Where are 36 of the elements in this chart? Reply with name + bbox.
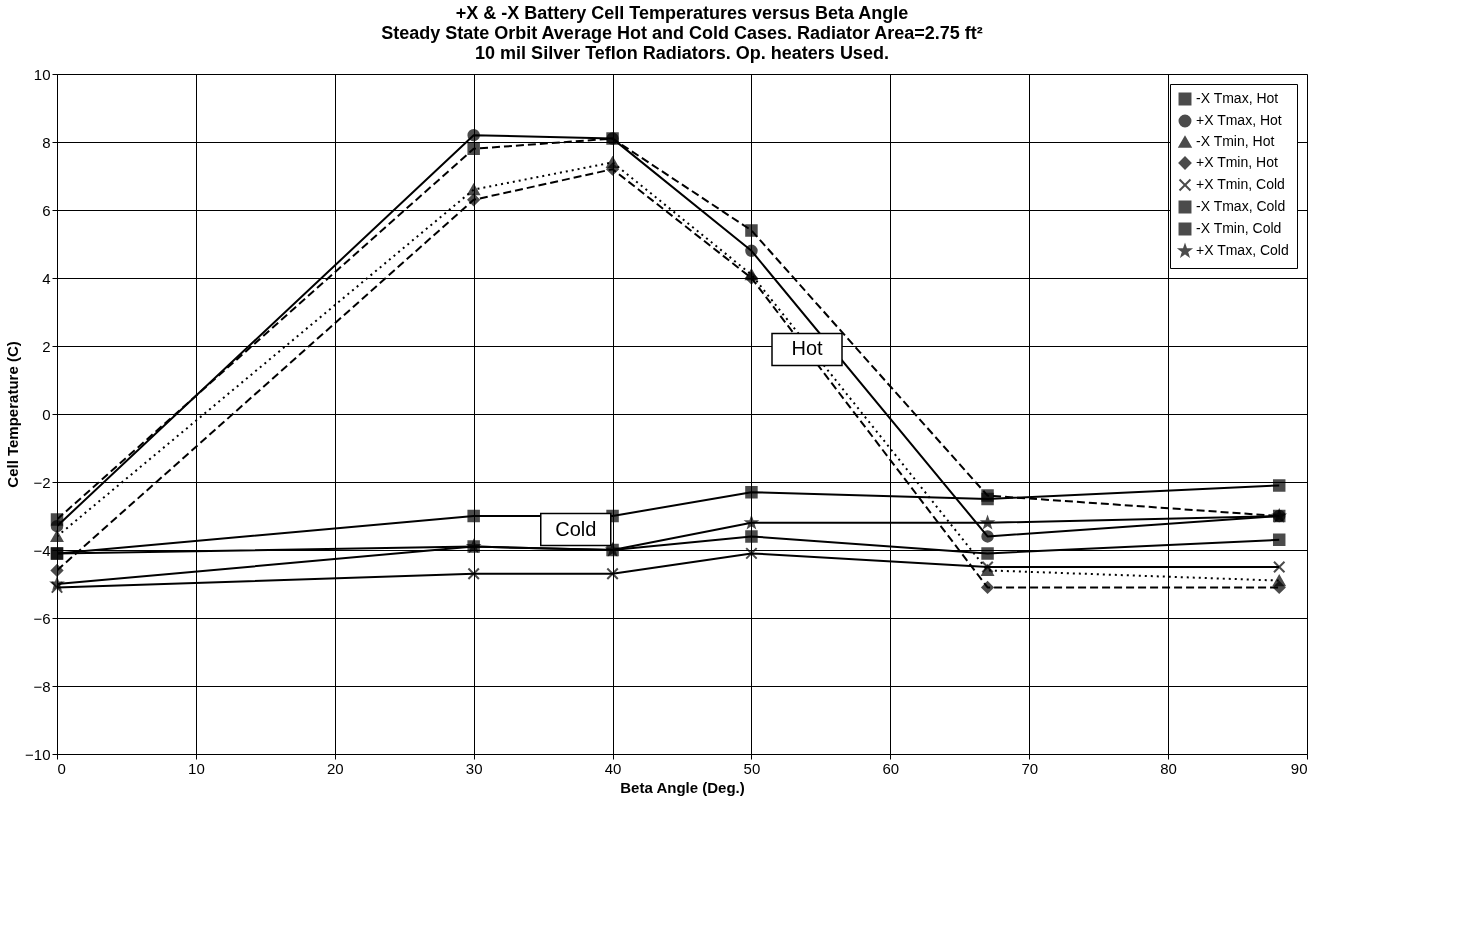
legend-label: +X Tmin, Cold: [1196, 176, 1285, 192]
x-tick-label: 80: [1160, 759, 1177, 777]
annotation: Cold: [555, 517, 597, 540]
y-tick-label: −4: [33, 541, 51, 559]
y-tick-label: −8: [33, 677, 51, 695]
text: +X & -X Battery Cell Temperatures versus Beta Angle: [455, 3, 909, 23]
y-tick-label: 2: [42, 337, 51, 355]
x-tick-label: 20: [326, 759, 344, 777]
y-tick-label: −2: [33, 473, 51, 491]
legend-label: -X Tmax, Cold: [1196, 198, 1286, 214]
x-tick-label: 10: [188, 759, 205, 777]
y-tick-label: 0: [42, 405, 51, 423]
legend-label: +X Tmin, Hot: [1196, 154, 1278, 170]
y-axis-title: Cell Temperature (C): [4, 341, 22, 488]
x-tick-label: 70: [1021, 759, 1039, 777]
y-tick-label: 4: [42, 269, 51, 287]
legend-label: +X Tmax, Cold: [1196, 242, 1289, 258]
y-tick-label: 8: [42, 133, 51, 151]
legend-label: -X Tmin, Hot: [1196, 133, 1275, 149]
y-tick-label: 10: [33, 65, 51, 83]
x-tick-label: 50: [743, 759, 761, 777]
annotation: Hot: [791, 337, 823, 360]
text: 10 mil Silver Teflon Radiators. Op. heaters Used.: [475, 43, 889, 63]
x-axis-title: Beta Angle (Deg.): [620, 778, 745, 796]
y-tick-label: −10: [25, 745, 51, 763]
y-tick-label: 6: [42, 201, 51, 219]
x-tick-label: 0: [57, 759, 66, 777]
x-tick-label: 40: [604, 759, 622, 777]
legend-label: -X Tmax, Hot: [1196, 90, 1279, 106]
x-tick-label: 60: [882, 759, 900, 777]
x-tick-label: 90: [1290, 759, 1308, 777]
text: Steady State Orbit Average Hot and Cold Cases. Radiator Area=2.75 ft²: [381, 23, 983, 43]
legend-label: +X Tmax, Hot: [1196, 112, 1282, 128]
y-tick-label: −6: [33, 609, 51, 627]
legend-label: -X Tmin, Cold: [1196, 220, 1282, 236]
x-tick-label: 30: [465, 759, 483, 777]
